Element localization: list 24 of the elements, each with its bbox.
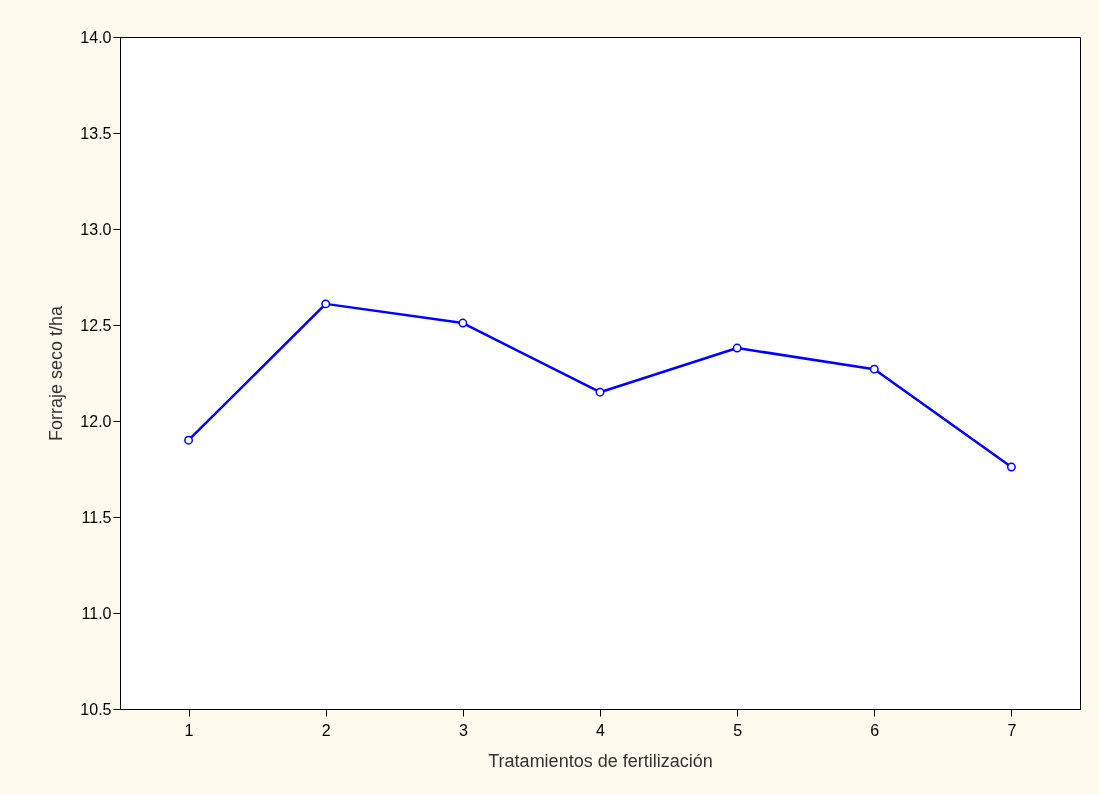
y-tick-label: 11.0 [81,604,112,622]
y-axis-title: Forraje seco t/ha [46,304,67,442]
x-tick-label: 7 [1007,721,1017,739]
y-tick-label: 14.0 [80,28,112,46]
y-tick-label: 13.5 [80,124,112,142]
point [184,435,194,445]
x-tick-label: 1 [184,721,194,739]
point [458,318,468,328]
x-tick-label: 4 [596,721,606,739]
x-axis-title: Tratamientos de fertilización [488,750,713,771]
y-tick-label: 11.5 [81,508,112,526]
y-tick-label: 12.5 [80,316,112,334]
point [1006,462,1016,472]
point [869,364,879,374]
y-tick-label: 10.5 [80,700,112,718]
x-tick-label: 2 [321,721,331,739]
point [732,343,742,353]
x-tick-label: 5 [733,721,743,739]
point [595,387,605,397]
x-tick-label: 6 [870,721,880,739]
x-tick-label: 3 [458,721,468,739]
y-tick-label: 12.0 [80,412,112,430]
y-tick-label: 13.0 [80,220,112,238]
point [321,299,331,309]
